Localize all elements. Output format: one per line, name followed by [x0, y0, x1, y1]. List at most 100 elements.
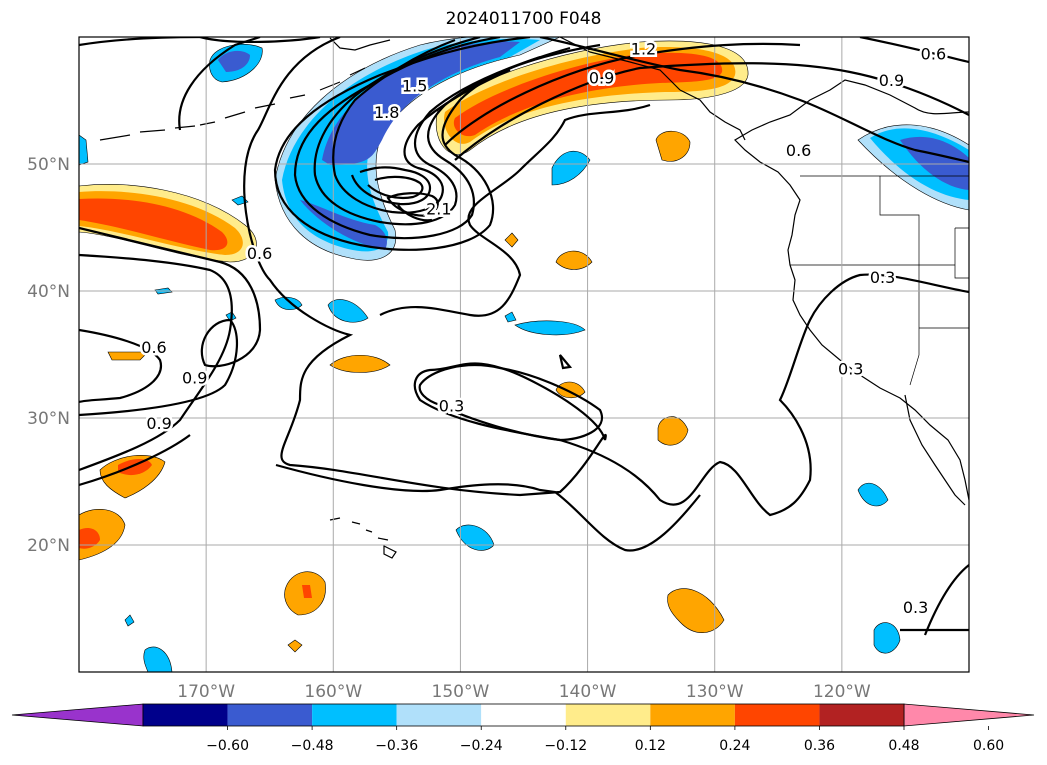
shaded-blob	[79, 134, 89, 166]
contour-lines	[79, 37, 969, 636]
shaded-blob	[514, 320, 586, 336]
contour-low-1	[273, 37, 601, 251]
shaded-positive-anomaly-west-max	[79, 198, 228, 251]
contour-label: 0.3	[903, 598, 928, 617]
shaded-blob	[218, 50, 250, 72]
lon-tick-label: 150°W	[432, 682, 490, 702]
colorbar-tick-label: −0.12	[544, 738, 587, 754]
contour-label: 0.9	[102, 15, 127, 34]
shaded-blob	[857, 482, 889, 507]
colorbar-segment	[650, 704, 735, 726]
contour-0.3-bottom	[900, 564, 969, 636]
contour-0.9-south	[79, 434, 191, 487]
contour-1.2	[444, 42, 801, 146]
colorbar-tick-label: −0.24	[460, 738, 503, 754]
contour-low-8	[397, 204, 433, 222]
contour-small	[558, 354, 573, 370]
contour-0.9	[79, 253, 233, 472]
colorbar-tick-label: 0.36	[804, 738, 835, 754]
contour-label: 0.6	[921, 45, 946, 64]
lon-tick-label: 140°W	[559, 682, 617, 702]
colorbar-segment	[734, 704, 820, 726]
contour-label: 2.1	[426, 199, 451, 218]
contour-0.3-inner	[379, 103, 651, 317]
colorbar-segment	[143, 704, 228, 726]
contour-low-3	[313, 37, 541, 226]
contour-label: 1.8	[374, 103, 399, 122]
coastline-north-america	[734, 79, 969, 501]
colorbar-segment	[481, 704, 566, 726]
coastline-baja	[904, 394, 966, 506]
shaded-positive-anomaly-north-max	[453, 52, 723, 137]
lon-tick-label: 130°W	[686, 682, 744, 702]
contour-label: 0.6	[786, 141, 811, 160]
contour-0.3-south	[275, 463, 701, 552]
shaded-blob	[555, 250, 593, 270]
shaded-blob	[504, 232, 519, 248]
shaded-blob	[327, 299, 369, 323]
coastline-alaska	[679, 89, 746, 141]
shaded-blob	[124, 614, 135, 627]
shaded-blob	[655, 130, 691, 162]
contour-label: 0.6	[141, 338, 166, 357]
colorbar-tick-label: −0.36	[375, 738, 418, 754]
alaska-southwest-coast	[329, 37, 391, 51]
contour-label: 0.3	[838, 359, 863, 378]
colorbar-tick-label: 0.12	[635, 738, 666, 754]
colorbar-segment	[396, 704, 482, 726]
colorbar-segment	[819, 704, 904, 726]
shaded-blob	[79, 528, 100, 549]
map-frame	[78, 36, 970, 673]
contour-labels: 0.3 0.6 0.9 0.6 0.9 0.6 1.2 1.51.8 2.1 0.6 0.9 0.9 0…	[102, 15, 949, 620]
contour-low-4	[332, 38, 511, 214]
contour-0.6-west	[79, 328, 163, 404]
contour-0.3-loop	[418, 364, 604, 442]
contour-label: 0.3	[870, 268, 895, 287]
map-area: 0.3 0.6 0.9 0.6 0.9 0.6 1.2 1.51.8 2.1 0.6 0.9 0.9 0…	[79, 15, 969, 672]
contour-label: 0.9	[182, 368, 207, 387]
contour-low-5	[350, 166, 432, 206]
lat-tick-label: 50°N	[27, 155, 70, 175]
lat-tick-label: 30°N	[27, 409, 70, 429]
aleutian-islands	[99, 67, 366, 141]
colorbar-tick-label: 0.48	[888, 738, 919, 754]
shaded-blob	[287, 639, 303, 653]
shaded-blob	[555, 381, 586, 399]
lon-tick-label: 160°W	[304, 682, 362, 702]
colorbar-tick-label: 0.60	[973, 738, 1004, 754]
lat-tick-label: 20°N	[27, 536, 70, 556]
colorbar-labels: −0.60 −0.48 −0.36 −0.24 −0.12 0.12 0.24 0.36 0.4…	[206, 726, 1004, 754]
contour-north-west-3	[199, 37, 321, 44]
shaded-blob	[504, 311, 517, 323]
contour-label: 1.5	[402, 76, 427, 95]
contour-0.9-north	[454, 62, 969, 161]
shaded-negative-anomaly-low-max	[300, 41, 520, 251]
shaded-blob	[873, 622, 901, 654]
colorbar-segment	[565, 704, 651, 726]
colorbar-tick-label: −0.48	[291, 738, 334, 754]
colorbar-frame	[142, 703, 905, 727]
colorbar-segment	[227, 704, 313, 726]
lon-tick-label: 120°W	[813, 682, 871, 702]
gridlines	[79, 37, 969, 672]
coastlines	[99, 37, 969, 559]
shaded-blob	[667, 588, 725, 633]
contour-0.3	[243, 37, 969, 517]
lat-tick-label: 40°N	[27, 282, 70, 302]
colorbar-segment	[312, 704, 397, 726]
contour-label: 0.9	[146, 414, 171, 433]
lon-tick-label: 170°W	[177, 682, 235, 702]
longitude-labels: 170°W 160°W 150°W 140°W 130°W 120°W	[177, 682, 871, 702]
shaded-blob	[657, 416, 689, 446]
colorbar	[11, 703, 1035, 727]
shaded-blob	[143, 646, 173, 672]
contour-north-east-2	[859, 37, 969, 64]
contour-label: 0.6	[247, 244, 272, 263]
contour-label: 0.9	[879, 71, 904, 90]
contour-0.6	[79, 226, 262, 417]
shaded-blob	[118, 458, 152, 476]
colorbar-tick-label: −0.60	[206, 738, 249, 754]
hawaiian-islands	[329, 517, 397, 559]
border-states	[790, 176, 969, 386]
